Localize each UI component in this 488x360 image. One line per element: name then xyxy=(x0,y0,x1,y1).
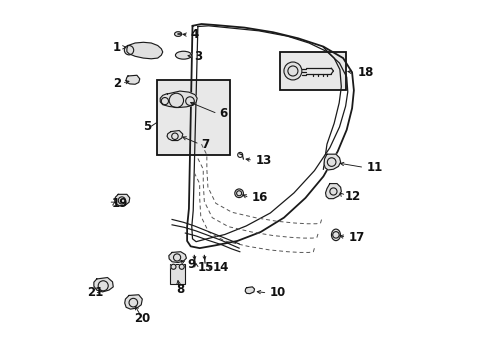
Text: 18: 18 xyxy=(357,66,373,79)
Text: 16: 16 xyxy=(251,192,267,204)
Polygon shape xyxy=(167,131,183,140)
Ellipse shape xyxy=(175,51,191,59)
Text: 7: 7 xyxy=(201,138,209,150)
Bar xyxy=(156,80,230,155)
Circle shape xyxy=(118,197,125,204)
Polygon shape xyxy=(115,194,129,206)
Circle shape xyxy=(185,97,194,105)
Circle shape xyxy=(236,191,241,196)
Circle shape xyxy=(329,188,336,195)
Circle shape xyxy=(98,281,108,291)
Text: 5: 5 xyxy=(142,120,151,133)
Circle shape xyxy=(179,264,184,269)
Circle shape xyxy=(171,264,176,269)
Polygon shape xyxy=(126,42,163,59)
Polygon shape xyxy=(244,287,254,294)
Text: 21: 21 xyxy=(87,287,103,300)
Text: 14: 14 xyxy=(212,261,228,274)
Polygon shape xyxy=(324,154,340,170)
Text: 3: 3 xyxy=(194,50,202,63)
Ellipse shape xyxy=(331,229,340,240)
Polygon shape xyxy=(124,295,142,309)
Text: 15: 15 xyxy=(198,261,214,274)
Circle shape xyxy=(234,189,243,198)
Text: 1: 1 xyxy=(112,41,121,54)
Text: 20: 20 xyxy=(134,311,150,325)
Circle shape xyxy=(326,158,335,166)
Polygon shape xyxy=(94,278,113,292)
Bar xyxy=(279,51,346,90)
Bar xyxy=(170,264,184,284)
Text: 4: 4 xyxy=(190,28,199,41)
Circle shape xyxy=(287,66,297,76)
Circle shape xyxy=(173,254,180,261)
Circle shape xyxy=(169,93,183,108)
Text: 17: 17 xyxy=(348,231,364,244)
Circle shape xyxy=(129,298,137,307)
Circle shape xyxy=(284,62,301,80)
Text: 8: 8 xyxy=(176,283,183,296)
Circle shape xyxy=(171,133,178,139)
Polygon shape xyxy=(325,184,341,199)
Polygon shape xyxy=(126,75,140,84)
Text: 9: 9 xyxy=(187,258,195,271)
Polygon shape xyxy=(168,252,186,262)
Text: 2: 2 xyxy=(112,77,121,90)
Text: 13: 13 xyxy=(255,154,271,167)
Text: 19: 19 xyxy=(112,197,128,210)
Circle shape xyxy=(161,98,168,105)
Ellipse shape xyxy=(174,32,182,36)
Text: 12: 12 xyxy=(344,190,361,203)
Text: 10: 10 xyxy=(269,287,285,300)
Polygon shape xyxy=(160,91,197,108)
Text: 6: 6 xyxy=(219,107,227,120)
Circle shape xyxy=(124,45,133,55)
Text: 11: 11 xyxy=(366,161,382,174)
